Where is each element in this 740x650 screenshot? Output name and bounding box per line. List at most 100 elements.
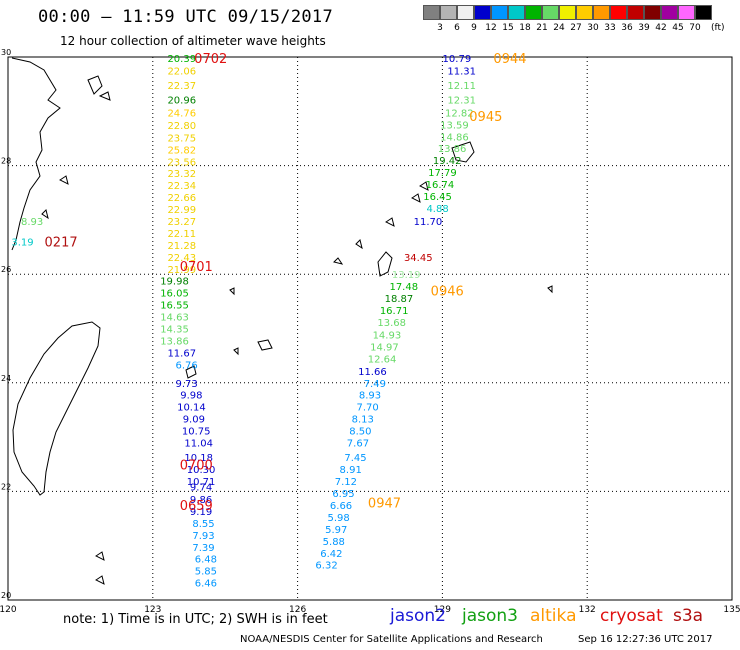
wave-height-label: 14.93 xyxy=(373,330,402,341)
wave-height-label: 22.66 xyxy=(167,193,196,204)
plot-frame xyxy=(7,56,733,601)
wave-height-label: 13.86 xyxy=(438,144,467,155)
y-tick-label: 22 xyxy=(1,482,11,491)
wave-height-label: 19.42 xyxy=(433,156,462,167)
wave-height-label: 8.55 xyxy=(192,519,214,530)
legend-tick-label: 39 xyxy=(638,23,650,33)
wave-height-label: 16.55 xyxy=(160,301,189,312)
coastlines xyxy=(11,57,553,585)
mission-cryosat: cryosat xyxy=(600,606,663,626)
wave-height-label: 10.79 xyxy=(443,54,472,65)
legend-tick-label: 33 xyxy=(604,23,616,33)
legend-tick-label: 12 xyxy=(485,23,497,33)
mission-jason3: jason3 xyxy=(462,606,518,626)
y-tick-label: 26 xyxy=(1,265,11,274)
x-tick-label: 120 xyxy=(0,605,17,615)
legend-tick-label: 42 xyxy=(655,23,667,33)
x-tick-label: 129 xyxy=(434,605,451,615)
legend-swatch xyxy=(610,5,627,20)
wave-height-label: 22.43 xyxy=(167,253,196,264)
track-time-label: 0701 xyxy=(180,260,213,275)
track-time-label: 0944 xyxy=(493,52,526,67)
legend-tick-label: 18 xyxy=(519,23,531,33)
wave-height-label: 8.93 xyxy=(359,391,381,402)
wave-height-label: 12.82 xyxy=(445,108,474,119)
wave-height-label: 20.39 xyxy=(167,54,196,65)
track-time-label: 0945 xyxy=(469,110,502,125)
wave-height-label: 23.32 xyxy=(167,169,196,180)
x-tick-label: 135 xyxy=(723,605,740,615)
legend-swatch xyxy=(440,5,457,20)
y-tick-label: 24 xyxy=(1,374,11,383)
wave-height-label: 25.82 xyxy=(167,145,196,156)
wave-height-label: 6.46 xyxy=(195,579,217,590)
legend-swatch xyxy=(661,5,678,20)
footer-note: note: 1) Time is in UTC; 2) SWH is in fe… xyxy=(63,612,328,627)
wave-height-label: 6.66 xyxy=(330,501,352,512)
track-time-label: 0947 xyxy=(368,496,401,511)
legend-swatch xyxy=(423,5,440,20)
legend-tick-label: 6 xyxy=(454,23,460,33)
legend-tick-label: 30 xyxy=(587,23,599,33)
legend-tick-label: 15 xyxy=(502,23,514,33)
legend-swatch xyxy=(593,5,610,20)
x-tick-label: 126 xyxy=(289,605,306,615)
y-tick-label: 28 xyxy=(1,157,11,166)
wave-height-label: 23.56 xyxy=(167,157,196,168)
mission-s3a: s3a xyxy=(673,606,704,626)
chart-title: 00:00 — 11:59 UTC 09/15/2017 xyxy=(38,7,333,27)
wave-height-label: 3.19 xyxy=(11,238,33,249)
wave-height-label: 14.97 xyxy=(370,342,399,353)
track-time-label: 0946 xyxy=(431,284,464,299)
legend-swatch xyxy=(559,5,576,20)
taiwan-coastline xyxy=(12,321,101,496)
wave-height-label: 5.98 xyxy=(327,513,349,524)
wave-height-label: 16.45 xyxy=(423,192,452,203)
wave-height-label: 7.45 xyxy=(344,453,366,464)
legend-tick-label: 3 xyxy=(437,23,443,33)
legend-swatch xyxy=(491,5,508,20)
wave-height-label: 14.35 xyxy=(160,325,189,336)
wave-height-label: 16.05 xyxy=(160,289,189,300)
wave-height-label: 24.76 xyxy=(167,108,196,119)
legend-swatch xyxy=(474,5,491,20)
wave-height-label: 23.75 xyxy=(167,133,196,144)
wave-height-label: 7.49 xyxy=(364,379,386,390)
wave-height-label: 19.98 xyxy=(160,277,189,288)
wave-height-label: 8.50 xyxy=(349,427,371,438)
wave-height-label: 17.79 xyxy=(428,168,457,179)
wave-height-label: 22.80 xyxy=(167,121,196,132)
mission-jason2: jason2 xyxy=(390,606,446,626)
legend-swatch xyxy=(508,5,525,20)
legend-swatch xyxy=(627,5,644,20)
wave-height-label: 34.45 xyxy=(404,253,433,264)
wave-height-label: 7.70 xyxy=(356,403,378,414)
credit-text: NOAA/NESDIS Center for Satellite Applica… xyxy=(240,634,543,645)
wave-height-label: 7.12 xyxy=(335,477,357,488)
okinawa-island xyxy=(377,251,393,277)
wave-height-label: 11.31 xyxy=(447,67,476,78)
wave-height-label: 8.93 xyxy=(21,217,43,228)
legend-tick-label: 70 xyxy=(689,23,701,33)
wave-height-label: 21.99 xyxy=(167,265,196,276)
wave-height-label: 22.37 xyxy=(167,81,196,92)
wave-height-label: 8.91 xyxy=(340,465,362,476)
wave-height-label: 17.48 xyxy=(389,282,418,293)
legend-unit: (ft) xyxy=(711,23,725,33)
wave-height-label: 16.71 xyxy=(380,306,409,317)
wave-height-label: 6.95 xyxy=(332,489,354,500)
track-time-label: 0217 xyxy=(45,236,78,251)
wave-height-label: 13.86 xyxy=(160,336,189,347)
wave-height-label: 9.98 xyxy=(180,391,202,402)
wave-height-label: 22.34 xyxy=(167,181,196,192)
wave-height-label: 6.42 xyxy=(320,549,342,560)
wave-height-label: 6.32 xyxy=(315,561,337,572)
legend-swatch xyxy=(644,5,661,20)
track-time-label: 0659 xyxy=(180,499,213,514)
legend-tick-label: 9 xyxy=(471,23,477,33)
legend-tick-label: 27 xyxy=(570,23,582,33)
wave-height-label: 9.19 xyxy=(190,507,212,518)
wave-height-label: 9.86 xyxy=(190,495,212,506)
wave-height-label: 12.11 xyxy=(447,81,476,92)
legend-swatch xyxy=(695,5,712,20)
